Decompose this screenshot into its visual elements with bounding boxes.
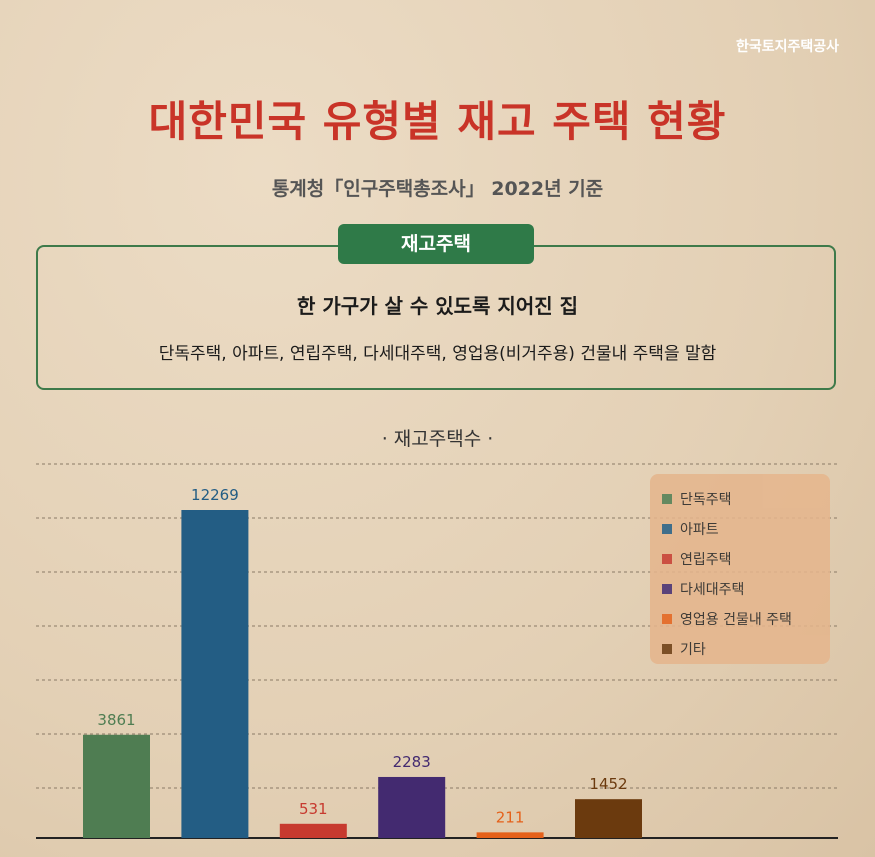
legend-label: 다세대주택 xyxy=(680,582,745,598)
legend-swatch xyxy=(662,614,672,624)
bar-6 xyxy=(575,799,642,838)
legend-item: 영업용 건물내 주택 xyxy=(662,604,818,634)
definition-headline: 한 가구가 살 수 있도록 지어진 집 xyxy=(297,294,578,318)
definition-description: 단독주택, 아파트, 연립주택, 다세대주택, 영업용(비거주용) 건물내 주택… xyxy=(158,344,717,364)
legend-label: 기타 xyxy=(680,642,706,658)
bar-value-label: 3861 xyxy=(97,711,135,729)
legend-item: 기타 xyxy=(662,634,818,664)
legend-swatch xyxy=(662,494,672,504)
bar-1 xyxy=(83,734,150,838)
legend-swatch xyxy=(662,644,672,654)
legend-item: 연립주택 xyxy=(662,544,818,574)
definition-tag: 재고주택 xyxy=(338,224,534,264)
chart-title: · 재고주택수 · xyxy=(381,428,494,450)
legend-swatch xyxy=(662,554,672,564)
bar-value-label: 211 xyxy=(496,808,525,826)
bar-2 xyxy=(181,510,249,838)
legend-item: 다세대주택 xyxy=(662,574,818,604)
bar-value-label: 1452 xyxy=(589,775,627,793)
brand-logo-text: 한국토지주택공사 xyxy=(735,39,839,55)
legend-swatch xyxy=(662,584,672,594)
bar-value-label: 531 xyxy=(299,800,328,818)
bar-value-label: 2283 xyxy=(393,753,431,771)
bar-4 xyxy=(378,776,446,838)
legend-label: 단독주택 xyxy=(680,492,732,508)
page-subtitle: 통계청「인구주택총조사」 2022년 기준 xyxy=(271,178,604,200)
bar-5 xyxy=(476,832,544,838)
page-title: 대한민국 유형별 재고 주택 현황 xyxy=(148,97,727,146)
legend-swatch xyxy=(662,524,672,534)
legend-label: 영업용 건물내 주택 xyxy=(680,612,792,628)
bar-value-label: 12269 xyxy=(191,486,239,504)
legend-item: 아파트 xyxy=(662,514,818,544)
bar-3 xyxy=(279,823,347,838)
legend-label: 아파트 xyxy=(680,522,719,538)
legend-item: 단독주택 xyxy=(662,484,818,514)
legend-label: 연립주택 xyxy=(680,552,732,568)
